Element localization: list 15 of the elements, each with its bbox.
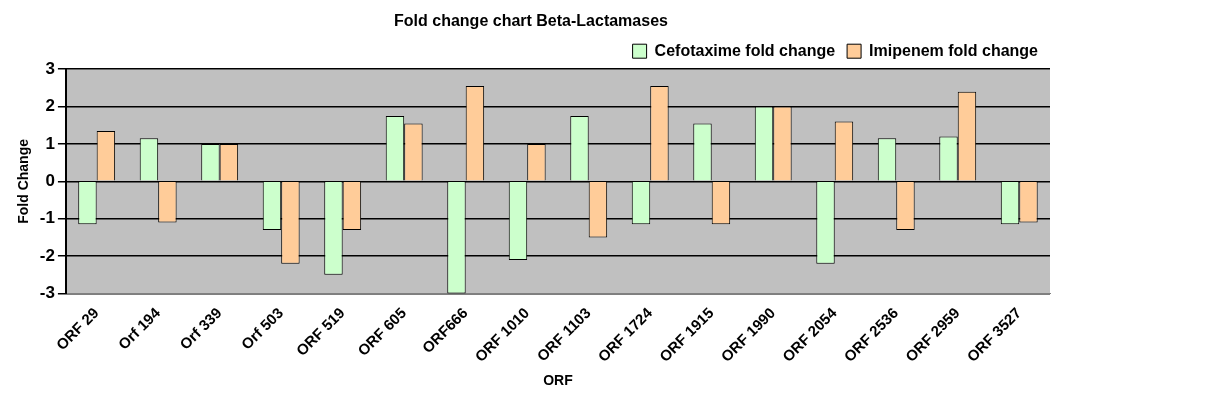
x-tick-label: Orf 503 [237,303,287,353]
y-tick-label: 1 [45,133,55,153]
legend-label: Imipenem fold change [869,41,1039,59]
y-tick-label: 2 [45,96,55,116]
y-tick-label: -1 [39,208,55,228]
x-axis-title: ORF [543,372,574,389]
y-tick-label: 0 [45,171,55,191]
y-tick-label: -3 [39,283,55,303]
y-tick-label: 3 [45,58,55,78]
legend-label: Cefotaxime fold change [654,41,836,59]
chart-title: Fold change chart Beta-Lactamases [394,12,669,30]
y-axis-title: Fold Change [15,138,32,224]
y-tick-label: -2 [39,245,55,265]
x-tick-label: Orf 194 [114,303,164,353]
x-tick-label: Orf 339 [176,303,225,353]
